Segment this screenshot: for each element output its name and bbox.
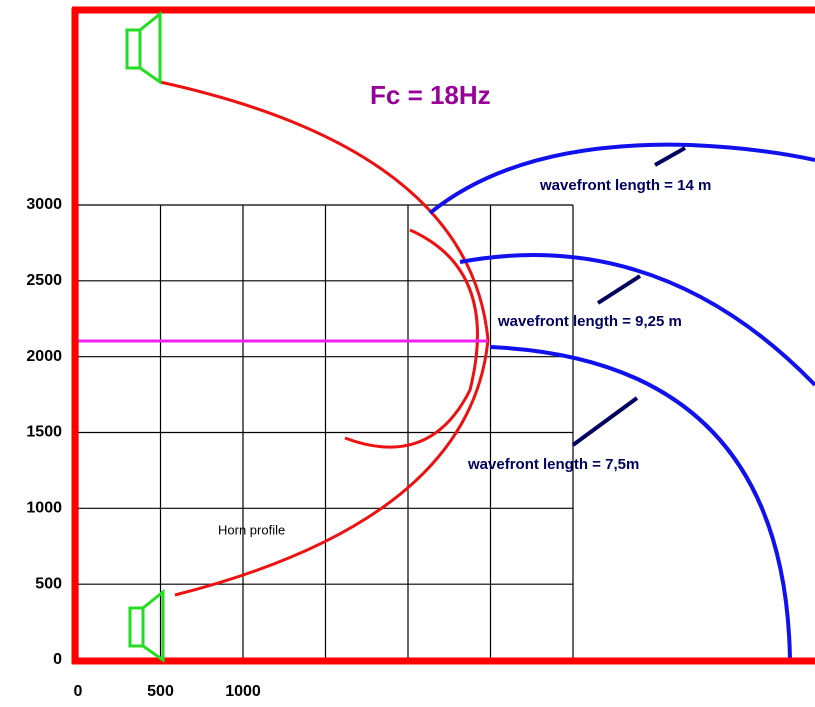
- wavefront: [428, 142, 815, 215]
- horn-curve: [159, 80, 490, 597]
- pointer: [654, 146, 686, 167]
- y-tick-label: 500: [35, 575, 62, 592]
- speaker: [128, 588, 165, 663]
- wavefront: [489, 345, 792, 661]
- wavefront: [459, 253, 815, 387]
- annotation: wavefront length = 9,25 m: [497, 313, 682, 330]
- y-tick-label: 3000: [26, 196, 62, 213]
- y-tick-label: 2000: [26, 348, 62, 365]
- y-tick-label: 2500: [26, 272, 62, 289]
- inner-curve: [344, 228, 479, 449]
- x-tick-label: 1000: [225, 683, 261, 700]
- annotation: wavefront length = 14 m: [539, 177, 711, 194]
- title: Fc = 18Hz: [370, 80, 491, 110]
- y-tick-label: 0: [53, 651, 62, 668]
- y-tick-label: 1000: [26, 500, 62, 517]
- pointer: [596, 274, 642, 305]
- annotation: wavefront length = 7,5m: [467, 456, 639, 473]
- grid: [77, 204, 574, 661]
- speaker: [125, 10, 162, 85]
- y-tick-label: 1500: [26, 424, 62, 441]
- pointer: [571, 396, 639, 447]
- x-tick-label: 0: [74, 683, 83, 700]
- x-tick-label: 500: [147, 683, 174, 700]
- annotation: Horn profile: [218, 522, 285, 537]
